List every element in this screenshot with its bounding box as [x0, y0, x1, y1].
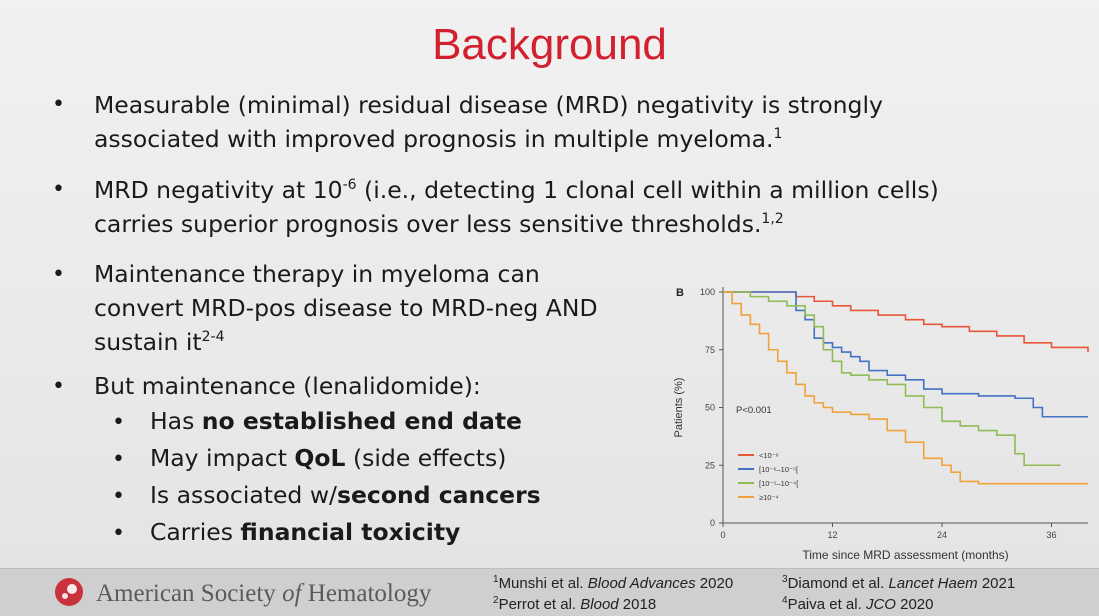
legend-label: ≥10⁻⁴ [759, 493, 779, 502]
bullet-marker: • [52, 92, 65, 117]
sub-bullet-2: May impact QoL (side effects) [150, 441, 506, 475]
reference-2-journal: Blood [580, 596, 619, 613]
reference-3-year: 2021 [977, 575, 1016, 592]
reference-1-journal: Blood Advances [587, 575, 696, 592]
bullet-1-citation: 1 [773, 126, 783, 143]
bullet-2: MRD negativity at 10-6 (i.e., detecting … [94, 173, 939, 241]
bullet-3-line-3: sustain it [94, 328, 202, 356]
sub-bullet-1-pre: Has [150, 407, 202, 435]
bullet-2-post: (i.e., detecting 1 clonal cell within a … [356, 176, 939, 204]
reference-1: 1Munshi et al. Blood Advances 2020 [493, 574, 734, 593]
bullet-marker: • [52, 262, 65, 287]
sub-bullet-4-pre: Carries [150, 518, 241, 546]
reference-1-year: 2020 [695, 575, 734, 592]
series-line-1 [723, 291, 1089, 353]
reference-4-author: Paiva et al. [787, 596, 866, 613]
y-tick-label: 75 [705, 345, 715, 355]
y-tick-label: 25 [705, 460, 715, 470]
sub-bullet-marker: • [112, 484, 125, 509]
sub-bullet-marker: • [112, 447, 125, 472]
reference-4: 4Paiva et al. JCO 2020 [782, 595, 934, 614]
sub-bullet-3-pre: Is associated w/ [150, 481, 337, 509]
sub-bullet-4: Carries financial toxicity [150, 515, 460, 549]
y-tick-label: 0 [710, 518, 715, 528]
org-name-italic: of [282, 580, 302, 607]
legend-label: [10⁻⁵–10⁻⁴[ [759, 479, 799, 488]
x-tick-label: 0 [720, 530, 725, 540]
ash-logo-icon [55, 578, 83, 606]
bullet-2-exponent: -6 [342, 177, 357, 194]
reference-1-number: 1 [493, 574, 499, 585]
bullet-1: Measurable (minimal) residual disease (M… [94, 88, 883, 156]
footer-bar [0, 568, 1099, 616]
sub-bullet-4-bold: financial toxicity [240, 518, 461, 546]
reference-2-year: 2018 [618, 596, 657, 613]
sub-bullet-marker: • [112, 410, 125, 435]
series-line-3 [723, 291, 1061, 467]
reference-2-author: Perrot et al. [498, 596, 581, 613]
bullet-3-line-1: Maintenance therapy in myeloma can [94, 260, 540, 288]
legend-label: [10⁻⁶–10⁻⁵[ [759, 465, 799, 474]
bullet-3-citation: 2-4 [201, 329, 225, 346]
series-line-4 [723, 291, 1088, 485]
reference-1-author: Munshi et al. [498, 575, 588, 592]
reference-3: 3Diamond et al. Lancet Haem 2021 [782, 574, 1016, 593]
sub-bullet-3-bold: second cancers [336, 481, 541, 509]
legend-label: <10⁻⁶ [759, 451, 779, 460]
panel-label: B [676, 287, 684, 299]
bullet-1-line-2: associated with improved prognosis in mu… [94, 125, 774, 153]
y-tick-label: 50 [705, 403, 715, 413]
sub-bullet-1: Has no established end date [150, 404, 522, 438]
sub-bullet-1-bold: no established end date [201, 407, 522, 435]
bullet-marker: • [52, 374, 65, 399]
x-axis-label: Time since MRD assessment (months) [802, 548, 1008, 562]
x-tick-label: 24 [937, 530, 947, 540]
y-axis-label: Patients (%) [673, 378, 685, 438]
bullet-4: But maintenance (lenalidomide): [94, 369, 481, 403]
bullet-4-text: But maintenance (lenalidomide): [94, 372, 481, 400]
sub-bullet-2-post: (side effects) [345, 444, 507, 472]
reference-3-journal: Lancet Haem [888, 575, 978, 592]
reference-2: 2Perrot et al. Blood 2018 [493, 595, 657, 614]
x-tick-label: 36 [1046, 530, 1056, 540]
org-name-pre: American Society [96, 580, 283, 607]
p-value-annotation: P<0.001 [736, 405, 772, 416]
reference-4-year: 2020 [895, 596, 934, 613]
bullet-marker: • [52, 177, 65, 202]
reference-3-number: 3 [782, 574, 788, 585]
sub-bullet-2-pre: May impact [150, 444, 295, 472]
reference-2-number: 2 [493, 595, 499, 606]
reference-4-number: 4 [782, 595, 788, 606]
reference-4-journal: JCO [865, 596, 896, 613]
slide-title: Background [432, 20, 667, 69]
reference-3-author: Diamond et al. [787, 575, 889, 592]
bullet-2-pre: MRD negativity at 10 [94, 176, 343, 204]
org-name-post: Hematology [301, 580, 432, 607]
bullet-3: Maintenance therapy in myeloma can conve… [94, 257, 598, 359]
bullet-1-line-1: Measurable (minimal) residual disease (M… [94, 91, 883, 119]
y-tick-label: 100 [700, 287, 715, 297]
sub-bullet-marker: • [112, 521, 125, 546]
bullet-2-citation: 1,2 [761, 211, 784, 228]
survival-chart: 0 25 50 75 100 0 12 24 36 B Time since MRD assessm… [673, 287, 1089, 562]
x-tick-label: 12 [827, 530, 837, 540]
sub-bullet-2-bold: QoL [294, 444, 346, 472]
organization-name: American Society of Hematology [96, 580, 431, 608]
sub-bullet-3: Is associated w/second cancers [150, 478, 541, 512]
bullet-2-line-2: carries superior prognosis over less sen… [94, 210, 762, 238]
bullet-3-line-2: convert MRD-pos disease to MRD-neg AND [94, 294, 598, 322]
